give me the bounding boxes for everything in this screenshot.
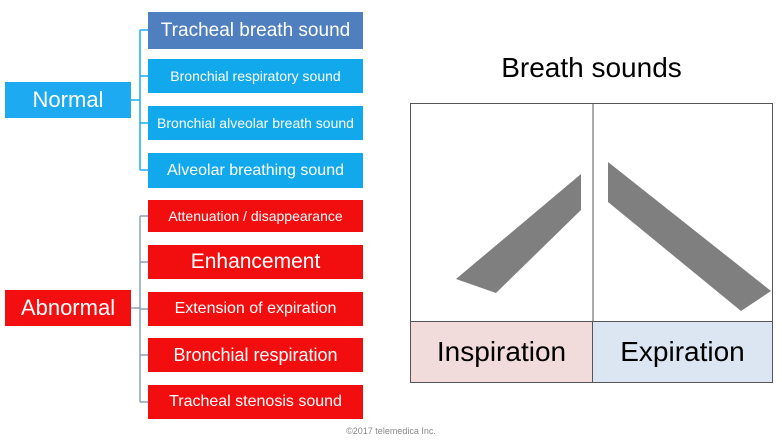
inspiration-label: Inspiration [411,321,593,382]
normal-item-alveolar: Alveolar breathing sound [148,153,363,188]
copyright-notice: ©2017 telemedica Inc. [346,426,436,436]
breath-sound-shapes [456,104,771,321]
abnormal-item-attenuation: Attenuation / disappearance [148,200,363,232]
category-normal: Normal [5,82,131,118]
abnormal-item-tracheal-stenosis: Tracheal stenosis sound [148,385,363,419]
abnormal-item-bronchial-respiration: Bronchial respiration [148,338,363,372]
normal-item-tracheal: Tracheal breath sound [148,12,363,49]
normal-item-bronchial-respiratory: Bronchial respiratory sound [148,59,363,93]
abnormal-item-enhancement: Enhancement [148,245,363,279]
diagram-title: Breath sounds [501,52,682,83]
abnormal-item-extension: Extension of expiration [148,292,363,326]
inspiration-shape [456,174,581,293]
expiration-label: Expiration [593,321,772,382]
breath-sound-chart: Inspiration Expiration [410,103,773,383]
expiration-shape [608,162,771,311]
abnormal-connectors [131,215,148,403]
normal-item-bronchial-alveolar: Bronchial alveolar breath sound [148,106,363,140]
category-abnormal: Abnormal [5,290,131,326]
normal-connectors [131,29,148,171]
